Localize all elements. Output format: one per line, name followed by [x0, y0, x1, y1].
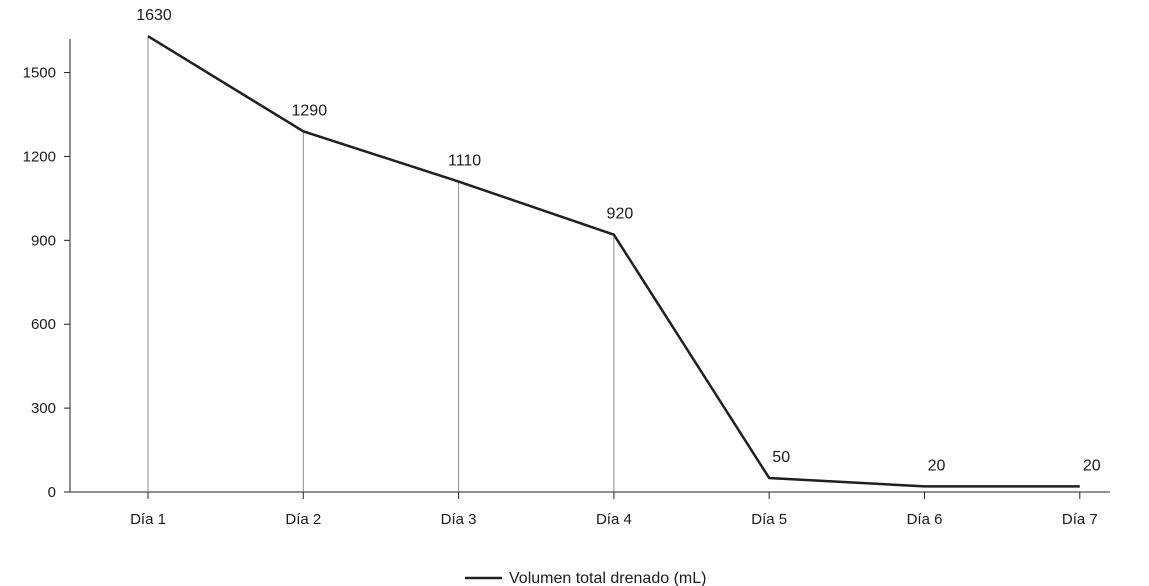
y-tick-label: 300 [31, 400, 56, 417]
data-labels: 1630 1290 1110 920 50 20 20 [136, 7, 1101, 474]
y-tick-label: 1500 [23, 65, 56, 82]
y-axis: 0 300 600 900 1200 1500 [23, 39, 71, 501]
y-tick-label: 600 [31, 316, 56, 333]
series-line [147, 35, 1080, 488]
drop-lines [147, 36, 615, 492]
data-label: 1630 [136, 7, 172, 24]
x-tick-label: Día 2 [285, 511, 321, 528]
y-tick-label: 1200 [23, 148, 56, 165]
data-label: 920 [607, 206, 634, 223]
data-label: 20 [928, 457, 946, 474]
data-label: 1110 [448, 153, 481, 170]
x-tick-label: Día 5 [751, 511, 787, 528]
series-layer [147, 35, 1080, 488]
data-label: 1290 [292, 102, 328, 119]
x-tick-label: Día 7 [1062, 511, 1098, 528]
x-tick-label: Día 4 [596, 511, 632, 528]
y-tick-label: 0 [48, 484, 56, 501]
x-axis: Día 1 Día 2 Día 3 Día 4 Día 5 Día 6 Día 7 [70, 491, 1110, 528]
data-label: 20 [1083, 457, 1101, 474]
y-tick-label: 900 [31, 232, 56, 249]
legend-label: Volumen total drenado (mL) [509, 570, 706, 586]
data-label: 50 [772, 449, 790, 466]
x-tick-label: Día 3 [441, 511, 477, 528]
x-tick-label: Día 1 [130, 511, 166, 528]
x-tick-label: Día 6 [907, 511, 943, 528]
legend: Volumen total drenado (mL) [465, 570, 706, 586]
